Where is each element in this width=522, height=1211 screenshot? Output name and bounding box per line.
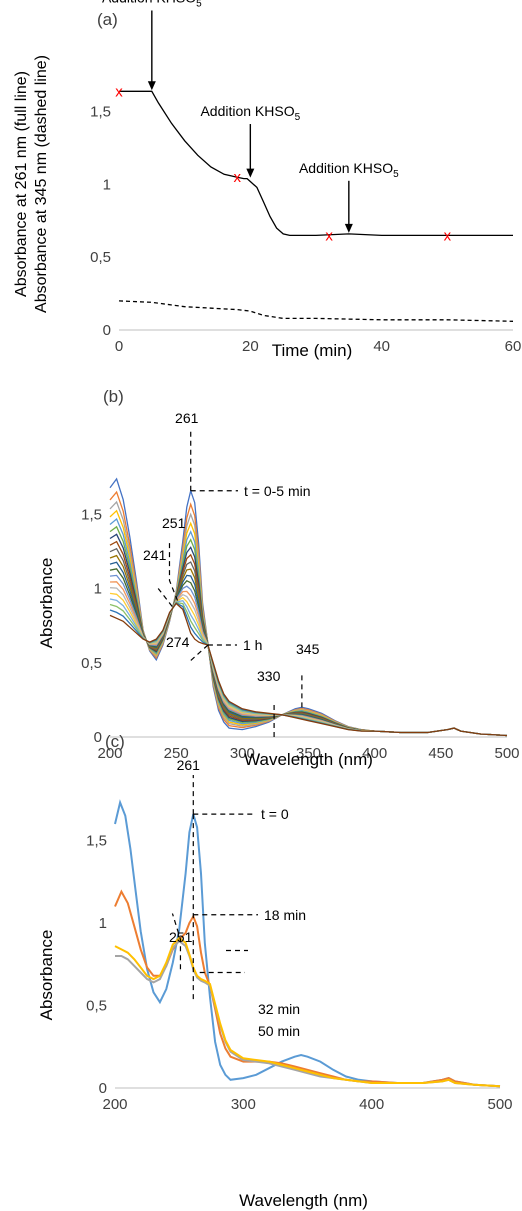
- arrow-head: [147, 81, 156, 91]
- y-tick-label: 0,5: [86, 998, 107, 1015]
- y-axis-label-full: Absorbance at 261 nm (full line): [13, 71, 30, 297]
- y-tick-label: 1,5: [86, 833, 107, 850]
- marker-251: [168, 540, 179, 601]
- y-tick-label: 0,5: [90, 249, 111, 266]
- x-tick-label: 60: [505, 338, 522, 355]
- annotation-32min: 32 min: [258, 1001, 300, 1017]
- panel-label: (c): [105, 732, 125, 751]
- series-line-261nm: [119, 90, 513, 237]
- annotation-t0: t = 0: [261, 806, 289, 822]
- x-tick-label: 0: [115, 338, 123, 355]
- x-tick-label: 40: [373, 338, 390, 355]
- x-tick-label: 450: [428, 745, 453, 762]
- annotation-251: 251: [169, 929, 193, 945]
- y-tick-label: 1: [94, 581, 102, 598]
- annotation-sub: 5: [393, 169, 399, 180]
- marker-274: [187, 644, 209, 664]
- y-tick-label: 0: [94, 729, 102, 746]
- x-tick-label: 400: [359, 1096, 384, 1113]
- annotation-label: Addition KHSO5: [299, 160, 399, 180]
- sample-marker: x: [444, 227, 452, 244]
- series-line-345nm: [118, 300, 514, 322]
- y-tick-label: 0,5: [81, 655, 102, 672]
- x-axis-label: Wavelength (nm): [244, 750, 373, 769]
- x-tick-label: 500: [494, 745, 519, 762]
- panel-label: (b): [103, 387, 124, 406]
- annotation-18min: 18 min: [264, 907, 306, 923]
- annotation-241: 241: [143, 547, 167, 563]
- x-axis-label: Wavelength (nm): [239, 1191, 368, 1210]
- sample-marker: x: [325, 227, 333, 244]
- annotation-sub: 5: [196, 0, 202, 10]
- annotation-274: 274: [166, 634, 190, 650]
- panel-b: (b) 200 250 300 350 400 450 500 0 0,5 1 1,5 Waveleng…: [37, 387, 520, 769]
- panel-a: (a) 0 20 40 60 0 0,5 1 1,5 Time (min) Absorbance a…: [13, 0, 521, 360]
- x-tick-label: 200: [97, 745, 122, 762]
- annotation-sub: 5: [295, 112, 301, 123]
- y-axis-label-dashed: Absorbance at 345 nm (dashed line): [33, 55, 50, 313]
- y-tick-label: 0: [99, 1080, 107, 1097]
- annotation-50min: 50 min: [258, 1023, 300, 1039]
- panel-label: (a): [97, 10, 118, 29]
- spectrum-line: [114, 936, 501, 1088]
- y-tick-label: 0: [103, 322, 111, 339]
- annotation-label: Addition KHSO5: [102, 0, 202, 10]
- annotation-1h: 1 h: [243, 637, 262, 653]
- x-tick-label: 300: [230, 745, 255, 762]
- annotation-261: 261: [177, 757, 201, 773]
- x-tick-label: 250: [164, 745, 189, 762]
- y-axis-label: Absorbance: [37, 558, 56, 649]
- x-tick-label: 300: [231, 1096, 256, 1113]
- x-tick-label: 400: [362, 745, 387, 762]
- spectrum-line: [109, 525, 508, 737]
- x-axis-label: Time (min): [272, 341, 353, 360]
- annotation-251: 251: [162, 515, 186, 531]
- annotation-330: 330: [257, 668, 281, 684]
- annotation-345: 345: [296, 641, 320, 657]
- x-tick-label: 200: [102, 1096, 127, 1113]
- annotation-label: Addition KHSO5: [200, 103, 300, 123]
- sample-marker: x: [115, 83, 123, 100]
- y-tick-label: 1,5: [90, 104, 111, 121]
- marker-241: [157, 588, 173, 607]
- spectrum-line: [109, 517, 508, 737]
- sample-marker: x: [233, 169, 241, 186]
- y-tick-label: 1: [99, 915, 107, 932]
- annotation-text: Addition KHSO: [102, 0, 196, 6]
- y-tick-label: 1,5: [81, 507, 102, 524]
- x-tick-label: 500: [487, 1096, 512, 1113]
- y-tick-label: 1: [103, 176, 111, 193]
- x-tick-label: 20: [242, 338, 259, 355]
- annotation-text: Addition KHSO: [299, 160, 393, 176]
- spectrum-line: [109, 602, 508, 737]
- x-tick-label: 350: [296, 745, 321, 762]
- annotation-text: Addition KHSO: [200, 103, 294, 119]
- y-axis-label: Absorbance: [37, 930, 56, 1021]
- arrow-head: [246, 168, 255, 178]
- annotation-t0: t = 0-5 min: [244, 483, 311, 499]
- arrow-head: [344, 223, 353, 233]
- annotation-261: 261: [175, 410, 199, 426]
- marker-251: [171, 913, 182, 970]
